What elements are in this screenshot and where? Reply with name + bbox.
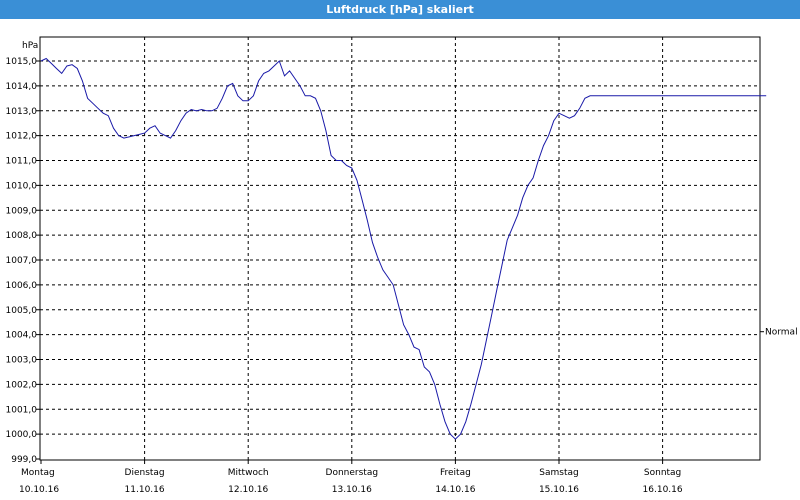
x-tick-day: Mittwoch <box>228 468 269 478</box>
y-tick-label: 1003,0 <box>6 356 38 366</box>
x-tick-day: Samstag <box>539 468 578 478</box>
y-tick-label: 1014,0 <box>6 82 38 92</box>
y-tick-label: 1009,0 <box>6 206 38 216</box>
x-tick-date: 12.10.16 <box>228 485 268 495</box>
x-tick-date: 16.10.16 <box>643 485 683 495</box>
x-tick-date: 10.10.16 <box>19 485 59 495</box>
y-tick-label: 1011,0 <box>6 157 38 167</box>
normal-marker: Normal <box>760 328 798 338</box>
x-tick-day: Freitag <box>440 468 471 478</box>
x-tick-date: 13.10.16 <box>332 485 372 495</box>
y-tick-label: 1005,0 <box>6 306 38 316</box>
normal-label: Normal <box>765 328 798 338</box>
pressure-chart: 1015,0 1014,0 1013,0 1012,0 1011,0 1010,0 1009… <box>6 36 798 495</box>
chart-grid <box>40 37 760 460</box>
y-tick-label: 1004,0 <box>6 331 38 341</box>
plot-frame <box>39 36 761 461</box>
x-tick-date: 14.10.16 <box>435 485 475 495</box>
y-tick-label: 1008,0 <box>6 231 38 241</box>
y-tick-label: 999,0 <box>11 455 37 465</box>
x-tick-day: Donnerstag <box>326 468 379 478</box>
x-tick-date: 15.10.16 <box>539 485 579 495</box>
y-tick-label: 1007,0 <box>6 256 38 266</box>
plot-border <box>39 36 761 461</box>
y-tick-label: 1012,0 <box>6 132 38 142</box>
y-axis-label: hPa <box>22 41 38 51</box>
x-tick-day: Dienstag <box>125 468 165 478</box>
pressure-line <box>40 57 767 440</box>
chart-title: Luftdruck [hPa] skaliert <box>0 0 800 19</box>
y-tick-label: 1013,0 <box>6 107 38 117</box>
pressure-series <box>40 57 767 440</box>
y-tick-label: 1010,0 <box>6 181 38 191</box>
x-tick-day: Montag <box>21 468 55 478</box>
y-axis: 1015,0 1014,0 1013,0 1012,0 1011,0 1010,0 1009… <box>6 41 40 465</box>
y-tick-label: 1006,0 <box>6 281 38 291</box>
x-tick-date: 11.10.16 <box>125 485 165 495</box>
y-tick-label: 1000,0 <box>6 430 38 440</box>
y-tick-label: 1015,0 <box>6 57 38 67</box>
x-axis: Montag 10.10.16 Dienstag 11.10.16 Mittwoch 12… <box>19 460 683 495</box>
y-tick-label: 1001,0 <box>6 405 38 415</box>
x-tick-day: Sonntag <box>644 468 681 478</box>
y-tick-label: 1002,0 <box>6 380 38 390</box>
